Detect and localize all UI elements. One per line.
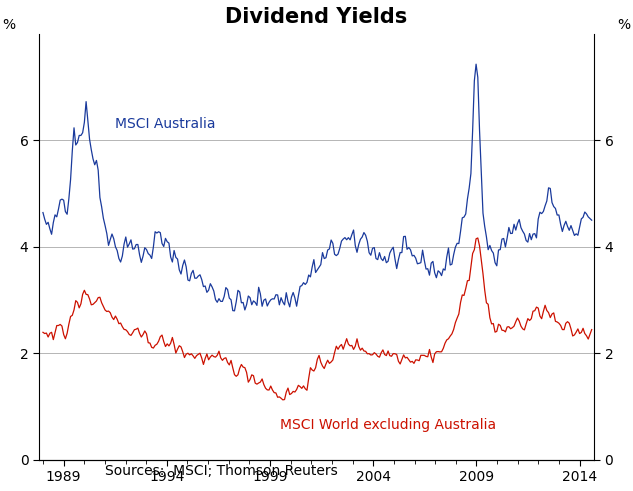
Text: %: % <box>3 18 16 32</box>
Title: Dividend Yields: Dividend Yields <box>225 7 408 27</box>
Text: MSCI World excluding Australia: MSCI World excluding Australia <box>280 418 496 432</box>
Text: %: % <box>617 18 630 32</box>
Text: Sources:  MSCI; Thomson Reuters: Sources: MSCI; Thomson Reuters <box>106 464 338 478</box>
Text: MSCI Australia: MSCI Australia <box>115 117 216 132</box>
